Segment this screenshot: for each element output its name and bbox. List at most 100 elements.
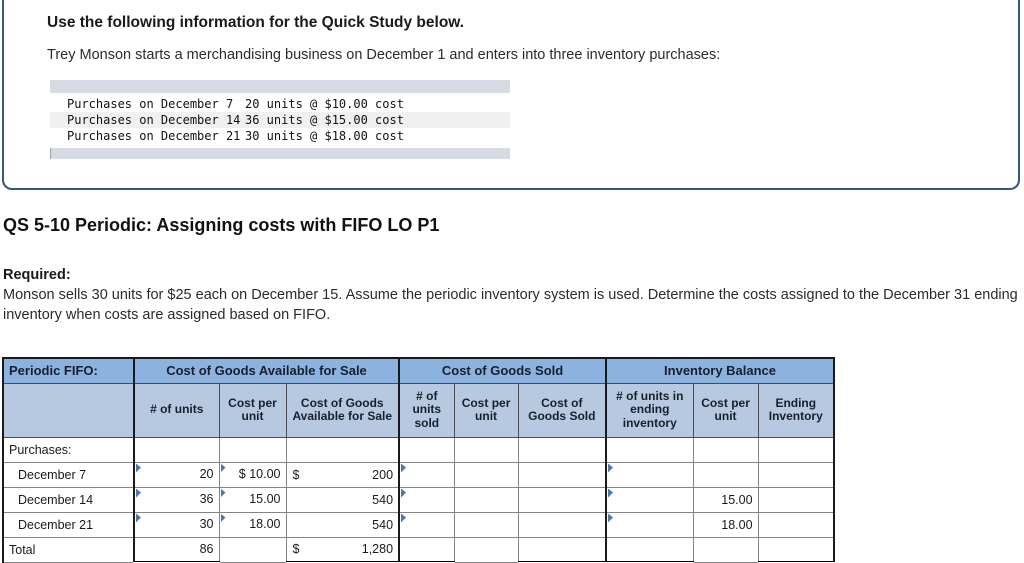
empty-cell: [218, 536, 287, 563]
units-sold-input[interactable]: [398, 511, 455, 538]
total-units-ending-cell: [605, 536, 694, 563]
purchases-summary-table: Purchases on December 7 20 units @ $10.0…: [50, 80, 510, 159]
purchase-row-label: Purchases on December 7: [67, 97, 234, 111]
column-header-sold-cost-per-unit: Cost per unit: [453, 382, 519, 438]
ending-cost-per-unit-cell: 15.00: [692, 486, 759, 513]
currency-symbol: $: [292, 542, 300, 556]
purchase-row-detail: 20 units @ $10.00 cost: [245, 97, 404, 111]
purchases-rows: Purchases on December 7 20 units @ $10.0…: [50, 96, 510, 144]
worksheet-row-december-7: December 7 20 $ 10.00 $200: [2, 461, 835, 488]
purchases-table-bottom-bar: [50, 148, 510, 159]
empty-cell: [692, 536, 759, 563]
units-purchased-input[interactable]: 30: [133, 511, 220, 538]
cell-marker-icon: [136, 513, 141, 523]
currency-symbol: $: [292, 467, 300, 482]
purchase-row: Purchases on December 7 20 units @ $10.0…: [50, 96, 510, 112]
group-label: Purchases:: [2, 436, 135, 463]
empty-cell: [453, 436, 519, 463]
units-purchased-input[interactable]: 36: [133, 486, 220, 513]
units-sold-input[interactable]: [398, 486, 455, 513]
column-header-units: # of units: [133, 382, 220, 438]
quick-study-info-box: Use the following information for the Qu…: [2, 0, 1020, 190]
row-label: December 21: [2, 511, 135, 538]
ending-inventory-cell: [757, 511, 835, 538]
units-purchased-input[interactable]: 20: [133, 461, 220, 488]
info-box-intro: Trey Monson starts a merchandising busin…: [47, 47, 721, 63]
cost-available-value: 540: [372, 517, 394, 532]
column-header-blank: [2, 382, 135, 438]
purchase-row-label: Purchases on December 21: [67, 129, 241, 143]
cell-marker-icon: [136, 463, 141, 473]
ending-inventory-cell: [757, 461, 835, 488]
periodic-fifo-worksheet: Periodic FIFO: Cost of Goods Available f…: [2, 357, 836, 563]
cost-per-unit-value: 15.00: [249, 492, 281, 506]
cell-marker-icon: [608, 488, 614, 498]
cell-marker-icon: [220, 513, 226, 523]
total-cost-of-goods-sold-input[interactable]: [517, 536, 608, 563]
row-label: December 7: [2, 461, 135, 488]
empty-cell: [757, 436, 835, 463]
cell-marker-icon: [608, 513, 614, 523]
worksheet-column-header-row: # of units Cost per unit Cost of Goods A…: [2, 382, 835, 438]
required-text: Monson sells 30 units for $25 each on De…: [3, 287, 1018, 323]
sold-cost-per-unit-cell: [453, 486, 519, 513]
purchases-table-top-bar: [50, 80, 510, 93]
section-header-goods-available: Cost of Goods Available for Sale: [133, 357, 401, 384]
worksheet-row-december-21: December 21 30 18.00 540 18.00: [2, 511, 835, 538]
empty-cell: [133, 436, 220, 463]
units-sold-input[interactable]: [398, 461, 455, 488]
purchase-row: Purchases on December 21 30 units @ $18.…: [50, 128, 510, 144]
cost-available-value: 540: [372, 492, 394, 507]
ending-cost-per-unit-cell: 18.00: [692, 511, 759, 538]
section-header-goods-sold: Cost of Goods Sold: [398, 357, 608, 384]
cost-available-value: 200: [372, 467, 394, 482]
cost-per-unit-value: $ 10.00: [238, 467, 281, 481]
column-header-units-ending: # of units in ending inventory: [605, 382, 694, 438]
cost-per-unit-input[interactable]: $ 10.00: [218, 461, 287, 488]
cost-available-cell: $200: [285, 461, 401, 488]
question-title: QS 5-10 Periodic: Assigning costs with F…: [3, 215, 440, 235]
empty-cell: [453, 536, 519, 563]
column-header-ending-cost-per-unit: Cost per unit: [692, 382, 759, 438]
cell-marker-icon: [220, 488, 226, 498]
column-header-cost-available: Cost of Goods Available for Sale: [285, 382, 401, 438]
cost-of-goods-sold-cell: [517, 511, 608, 538]
worksheet-total-row: Total 86 $1,280: [2, 536, 835, 563]
total-cost-available-value: 1,280: [361, 542, 394, 556]
column-header-cost-of-goods-sold: Cost of Goods Sold: [517, 382, 608, 438]
total-ending-inventory-input[interactable]: [757, 536, 835, 563]
section-header-inventory-balance: Inventory Balance: [605, 357, 835, 384]
worksheet-row-december-14: December 14 36 15.00 540 15.00: [2, 486, 835, 513]
required-label: Required:: [3, 267, 71, 283]
ending-inventory-cell: [757, 486, 835, 513]
ending-cost-per-unit-cell: [692, 461, 759, 488]
purchase-row-detail: 36 units @ $15.00 cost: [245, 113, 404, 127]
column-header-ending-inventory: Ending Inventory: [757, 382, 835, 438]
empty-cell: [605, 436, 694, 463]
row-label: December 14: [2, 486, 135, 513]
empty-cell: [692, 436, 759, 463]
worksheet-corner-label: Periodic FIFO:: [2, 357, 135, 384]
empty-cell: [517, 436, 608, 463]
cost-per-unit-value: 18.00: [249, 517, 281, 531]
cell-marker-icon: [136, 488, 141, 498]
units-ending-input[interactable]: [605, 461, 694, 488]
column-header-cost-per-unit: Cost per unit: [218, 382, 287, 438]
purchases-group-row: Purchases:: [2, 436, 835, 463]
cost-available-cell: 540: [285, 511, 401, 538]
worksheet-section-header-row: Periodic FIFO: Cost of Goods Available f…: [2, 357, 835, 384]
empty-cell: [398, 436, 455, 463]
cost-per-unit-input[interactable]: 15.00: [218, 486, 287, 513]
cost-available-cell: 540: [285, 486, 401, 513]
cell-marker-icon: [401, 463, 407, 473]
units-ending-input[interactable]: [605, 511, 694, 538]
cost-per-unit-input[interactable]: 18.00: [218, 511, 287, 538]
units-ending-input[interactable]: [605, 486, 694, 513]
empty-cell: [285, 436, 401, 463]
units-purchased-value: 30: [199, 517, 214, 531]
total-units-cell: 86: [133, 536, 220, 563]
cell-marker-icon: [608, 463, 614, 473]
cost-of-goods-sold-cell: [517, 461, 608, 488]
units-purchased-value: 20: [199, 467, 214, 481]
